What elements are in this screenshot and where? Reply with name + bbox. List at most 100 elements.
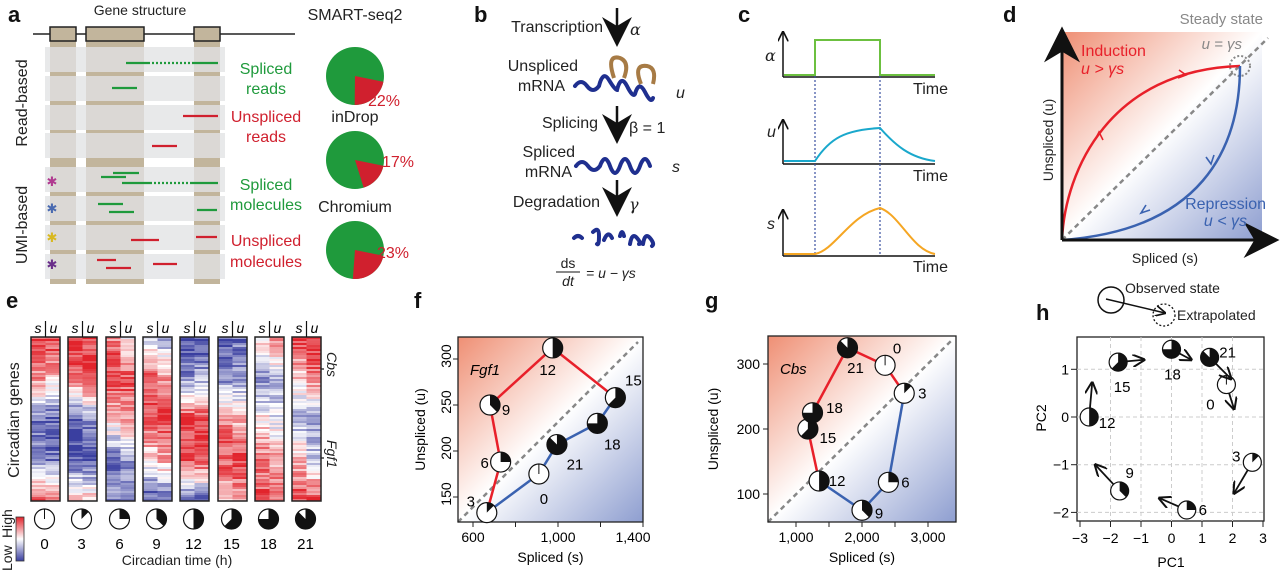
heatmap-cell bbox=[180, 367, 195, 370]
heatmap-cell bbox=[45, 423, 61, 426]
heatmap-cell bbox=[292, 401, 307, 404]
heatmap-cell bbox=[106, 431, 121, 434]
heatmap-cell bbox=[157, 465, 173, 468]
plot-frame bbox=[457, 336, 644, 523]
heatmap-cell bbox=[232, 383, 248, 386]
heatmap-cell bbox=[255, 339, 270, 342]
heatmap-cell bbox=[255, 415, 270, 418]
heatmap-cell bbox=[68, 445, 83, 448]
umi-star-icon: ✱ bbox=[47, 230, 58, 245]
x-tick-label: −2 bbox=[1103, 530, 1119, 546]
heatmap-cell bbox=[31, 357, 46, 360]
heatmap-cell bbox=[194, 439, 210, 442]
heatmap-cell bbox=[292, 437, 307, 440]
heatmap-cell bbox=[82, 485, 98, 488]
heatmap-cell bbox=[143, 483, 158, 486]
heatmap-cell bbox=[31, 415, 46, 418]
time-point-label: 9 bbox=[875, 505, 883, 522]
heatmap-cell bbox=[194, 453, 210, 456]
heatmap-cell bbox=[255, 445, 270, 448]
heatmap-cell bbox=[218, 467, 233, 470]
heatmap-cell bbox=[82, 475, 98, 478]
heatmap-cell bbox=[218, 357, 233, 360]
heatmap-cell bbox=[120, 479, 136, 482]
heatmap-cell bbox=[120, 373, 136, 376]
heatmap-cell bbox=[31, 451, 46, 454]
heatmap-cell bbox=[68, 439, 83, 442]
heatmap-cell bbox=[106, 387, 121, 390]
heatmap-cell bbox=[269, 479, 285, 482]
heatmap-cell bbox=[306, 353, 322, 356]
heatmap-cell bbox=[157, 341, 173, 344]
heatmap-cell bbox=[269, 483, 285, 486]
heatmap-cell bbox=[157, 451, 173, 454]
heatmap-cell bbox=[255, 427, 270, 430]
heatmap-cell bbox=[194, 435, 210, 438]
heatmap-cell bbox=[306, 483, 322, 486]
heatmap-cell bbox=[292, 371, 307, 374]
heatmap-cell bbox=[106, 365, 121, 368]
heatmap-cell bbox=[143, 495, 158, 498]
heatmap-cell bbox=[218, 421, 233, 424]
heatmap-cell bbox=[106, 339, 121, 342]
heatmap-cell bbox=[194, 487, 210, 490]
header-u: u bbox=[237, 320, 245, 336]
heatmap-cell bbox=[68, 415, 83, 418]
heatmap-cell bbox=[143, 395, 158, 398]
heatmap-cell bbox=[255, 373, 270, 376]
heatmap-cell bbox=[194, 431, 210, 434]
heatmap-cell bbox=[31, 481, 46, 484]
heatmap-cell bbox=[255, 423, 270, 426]
heatmap-cell bbox=[143, 481, 158, 484]
heatmap-cell bbox=[68, 467, 83, 470]
heatmap-cell bbox=[306, 359, 322, 362]
time-point-label: 15 bbox=[820, 430, 837, 447]
heatmap-cell bbox=[68, 375, 83, 378]
heatmap-cell bbox=[31, 461, 46, 464]
equation-denominator: dt bbox=[562, 273, 575, 289]
heatmap-cell bbox=[269, 385, 285, 388]
heatmap-cell bbox=[31, 347, 46, 350]
heatmap-cell bbox=[31, 385, 46, 388]
heatmap-cell bbox=[255, 371, 270, 374]
heatmap-cell bbox=[180, 339, 195, 342]
heatmap-cell bbox=[120, 381, 136, 384]
heatmap-cell bbox=[45, 373, 61, 376]
clock-pie-icon bbox=[1216, 374, 1237, 395]
y-tick-label: 0 bbox=[1061, 409, 1069, 425]
heatmap-cell bbox=[45, 349, 61, 352]
heatmap-cell bbox=[120, 379, 136, 382]
heatmap-cell bbox=[180, 491, 195, 494]
heatmap-cell bbox=[292, 369, 307, 372]
heatmap-cell bbox=[120, 499, 136, 502]
heatmap-cell bbox=[306, 405, 322, 408]
heatmap-cell bbox=[106, 349, 121, 352]
panel-label-e: e bbox=[6, 288, 18, 313]
heatmap-cell bbox=[292, 485, 307, 488]
heatmap-cell bbox=[45, 417, 61, 420]
heatmap-cell bbox=[45, 429, 61, 432]
heatmap-cell bbox=[292, 343, 307, 346]
heatmap-cell bbox=[120, 451, 136, 454]
heatmap-cell bbox=[269, 357, 285, 360]
heatmap-cell bbox=[31, 351, 46, 354]
heatmap-cell bbox=[120, 347, 136, 350]
heatmap-cell bbox=[180, 477, 195, 480]
heatmap-cell bbox=[68, 451, 83, 454]
clock-wedge bbox=[608, 387, 626, 408]
heatmap-cell bbox=[269, 347, 285, 350]
heatmap-cell bbox=[292, 473, 307, 476]
heatmap-cell bbox=[45, 353, 61, 356]
heatmap-cell bbox=[194, 401, 210, 404]
heatmap-cell bbox=[269, 337, 285, 340]
heatmap-cell bbox=[157, 339, 173, 342]
heatmap-cell bbox=[143, 465, 158, 468]
heatmap-cell bbox=[31, 499, 46, 502]
heatmap-cell bbox=[232, 343, 248, 346]
heatmap-cell bbox=[194, 373, 210, 376]
heatmap-cell bbox=[31, 431, 46, 434]
time-point-label: 3 bbox=[467, 494, 475, 511]
heatmap-cell bbox=[269, 453, 285, 456]
time-point-label: 0 bbox=[893, 340, 901, 357]
heatmap-cell bbox=[157, 421, 173, 424]
